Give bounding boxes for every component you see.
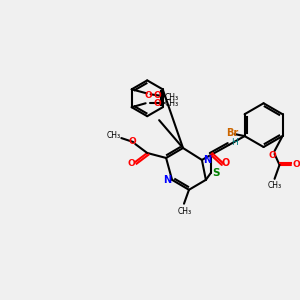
Text: O: O [154,99,161,108]
Text: N: N [163,175,171,185]
Text: CH₃: CH₃ [164,93,178,102]
Text: N: N [203,155,211,165]
Text: O: O [292,160,300,169]
Text: H: H [231,137,238,146]
Text: CH₃: CH₃ [178,207,192,216]
Text: O: O [269,152,276,160]
Text: Br: Br [226,128,239,138]
Text: O: O [222,158,230,168]
Text: CH₃: CH₃ [106,130,120,140]
Text: O: O [128,159,135,168]
Text: O: O [154,91,161,100]
Text: CH₃: CH₃ [164,99,178,108]
Text: CH₃: CH₃ [268,181,282,190]
Text: O: O [128,136,136,146]
Text: S: S [212,168,220,178]
Text: O: O [145,91,152,100]
